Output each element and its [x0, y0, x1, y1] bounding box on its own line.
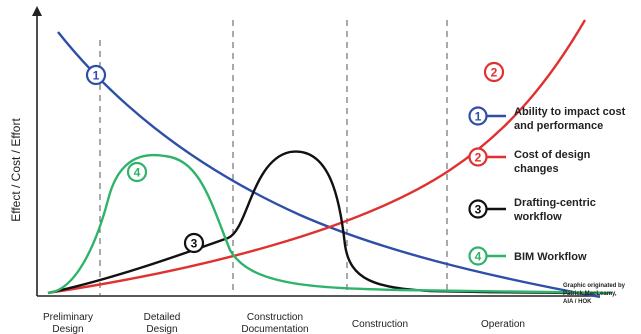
phase-label-construction: Construction: [352, 319, 408, 330]
svg-text:AIA / HOK: AIA / HOK: [563, 299, 592, 305]
marker-2: 2: [483, 61, 505, 83]
marker-1: 1: [85, 64, 107, 86]
credit-note: Graphic originated by Patrick MacLeamy, …: [563, 283, 626, 305]
legend-label-2a: Cost of design: [514, 149, 591, 161]
phase-label-detailed-2: Design: [146, 324, 177, 334]
svg-text:2: 2: [475, 151, 482, 165]
legend-label-3b: workflow: [513, 211, 562, 223]
phase-label-detailed-1: Detailed: [144, 312, 181, 323]
legend-label-2b: changes: [514, 163, 559, 175]
marker-4: 4: [126, 161, 148, 183]
phase-label-preliminary-2: Design: [52, 324, 83, 334]
legend-label-4: BIM Workflow: [514, 251, 587, 263]
curve-ability-to-impact-cost: [57, 31, 601, 299]
marker-3: 3: [183, 232, 205, 254]
svg-text:1: 1: [475, 110, 482, 124]
curve-markers: 1 2 3 4: [85, 61, 505, 254]
phase-label-documentation-1: Construction: [247, 312, 303, 323]
curve-bim-workflow: [47, 153, 613, 295]
svg-text:1: 1: [93, 69, 100, 83]
phase-labels: Preliminary Design Detailed Design Const…: [43, 312, 525, 334]
y-axis-arrow: [32, 6, 42, 16]
svg-text:2: 2: [491, 66, 498, 80]
legend-item-1: 1 Ability to impact cost and performance: [468, 106, 626, 132]
legend-item-3: 3 Drafting-centric workflow: [468, 197, 596, 223]
phase-label-documentation-2: Documentation: [241, 324, 308, 334]
legend-item-4: 4 BIM Workflow: [468, 246, 587, 266]
svg-text:4: 4: [475, 250, 482, 264]
legend: 1 Ability to impact cost and performance…: [468, 106, 626, 266]
legend-label-1a: Ability to impact cost: [514, 106, 626, 118]
legend-item-2: 2 Cost of design changes: [468, 147, 591, 175]
phase-label-operation: Operation: [481, 319, 525, 330]
phase-dividers: [99, 20, 448, 296]
phase-label-preliminary-1: Preliminary: [43, 312, 93, 323]
axes: Effect / Cost / Effort: [9, 6, 600, 297]
legend-label-1b: and performance: [514, 120, 603, 132]
curve-cost-of-design-changes: [47, 19, 587, 295]
svg-text:Patrick MacLeamy,: Patrick MacLeamy,: [563, 291, 617, 297]
y-axis-label: Effect / Cost / Effort: [9, 118, 23, 222]
legend-label-3a: Drafting-centric: [514, 197, 596, 209]
svg-text:Graphic originated by: Graphic originated by: [563, 283, 626, 289]
svg-text:3: 3: [475, 203, 482, 217]
svg-text:4: 4: [134, 166, 141, 180]
svg-text:3: 3: [191, 237, 198, 251]
